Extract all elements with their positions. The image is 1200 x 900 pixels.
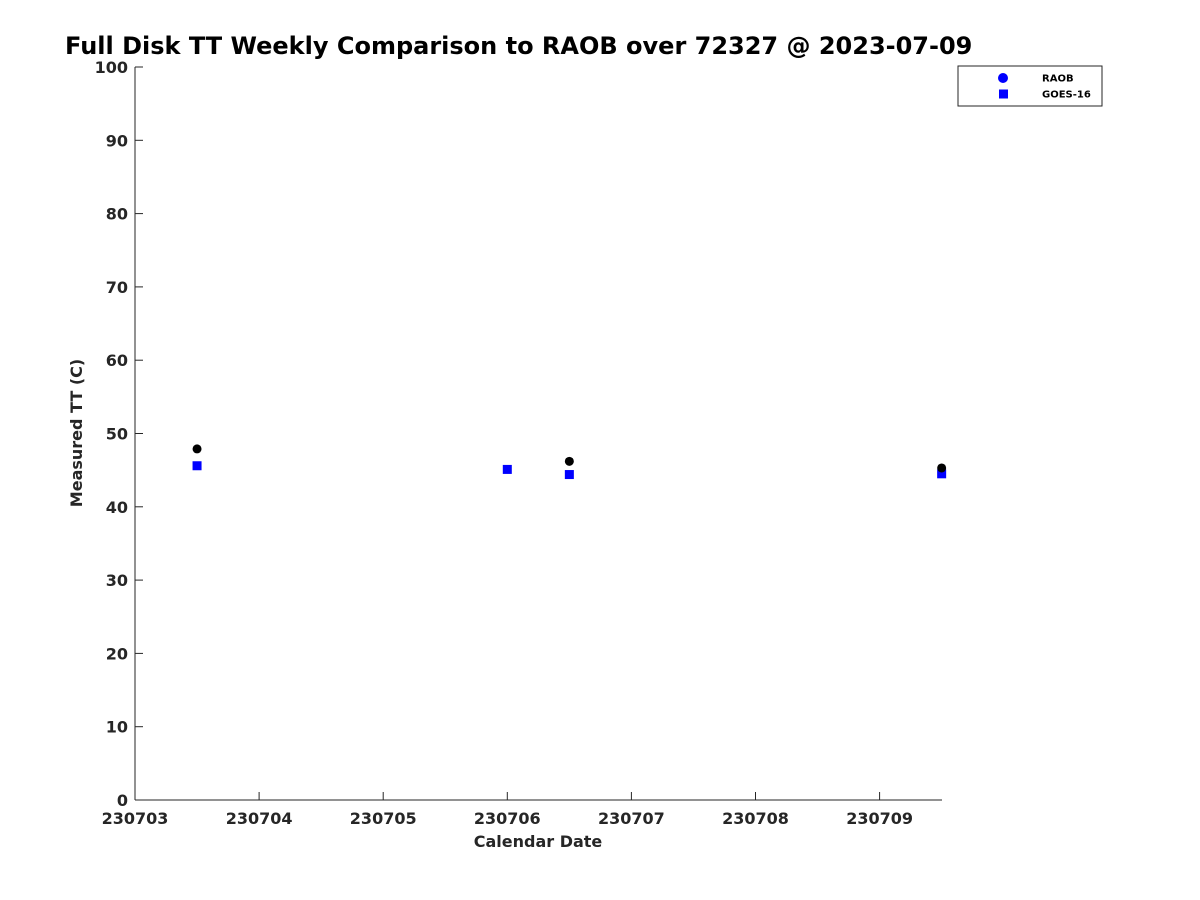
y-tick-label: 50: [106, 425, 128, 444]
raob-point: [192, 444, 202, 454]
y-axis-ticks: 0 10 20 30 40 50 60 70 80 90 100: [95, 58, 143, 810]
y-axis-label: Measured TT (C): [67, 359, 86, 507]
x-tick-label: 230705: [350, 809, 417, 828]
y-tick-label: 20: [106, 644, 128, 663]
raob-point: [564, 456, 574, 466]
y-tick-label: 30: [106, 571, 128, 590]
x-tick-label: 230706: [474, 809, 541, 828]
goes-16-point: [937, 469, 947, 479]
goes-16-point: [502, 464, 512, 474]
x-tick-label: 230704: [226, 809, 293, 828]
data-points: [192, 444, 947, 480]
goes-16-point: [564, 470, 574, 480]
x-tick-label: 230703: [102, 809, 169, 828]
x-tick-label: 230709: [846, 809, 913, 828]
x-axis-ticks: 230703 230704 230705 230706 230707 230708 2307…: [102, 792, 913, 828]
y-tick-label: 90: [106, 131, 128, 150]
legend-raob-marker: [998, 73, 1008, 83]
y-tick-label: 70: [106, 278, 128, 297]
legend-goes-16-label: GOES-16: [1042, 90, 1091, 101]
y-tick-label: 40: [106, 498, 128, 517]
y-tick-label: 0: [117, 791, 128, 810]
x-tick-label: 230707: [598, 809, 665, 828]
y-tick-label: 60: [106, 351, 128, 370]
legend-raob-label: RAOB: [1042, 74, 1074, 85]
y-tick-label: 10: [106, 718, 128, 737]
y-tick-label: 80: [106, 205, 128, 224]
legend: RAOB GOES-16: [957, 65, 1103, 107]
x-tick-label: 230708: [722, 809, 789, 828]
legend-box: [957, 65, 1103, 107]
goes-16-point: [192, 461, 202, 471]
chart-title: Full Disk TT Weekly Comparison to RAOB o…: [65, 32, 972, 60]
x-axis-label: Calendar Date: [474, 832, 603, 851]
y-tick-label: 100: [95, 58, 128, 77]
raob-point: [937, 463, 947, 473]
axes: [134, 67, 942, 801]
legend-goes-16-marker: [999, 89, 1008, 99]
